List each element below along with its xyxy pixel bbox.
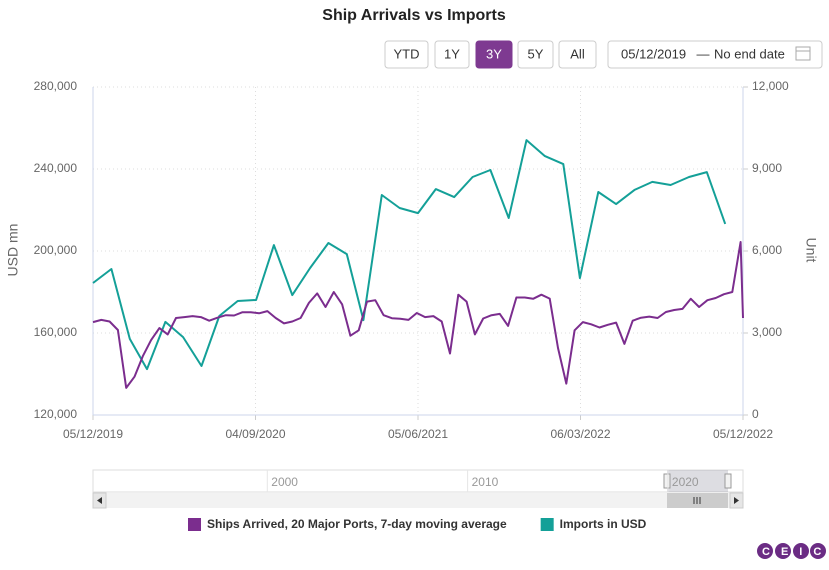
y2-tick-label: 0 <box>752 407 759 421</box>
scrollbar[interactable] <box>93 493 743 508</box>
navigator-label: 2010 <box>472 475 499 489</box>
x-tick-label: 04/09/2020 <box>225 427 285 441</box>
range-button[interactable] <box>384 40 429 69</box>
range-button-label[interactable]: 5Y <box>528 46 544 61</box>
navigator-label: 2000 <box>271 475 298 489</box>
y-axis-title: USD mn <box>5 224 21 277</box>
legend-swatch[interactable] <box>188 518 201 531</box>
y2-tick-label: 6,000 <box>752 243 782 257</box>
range-button[interactable] <box>475 40 513 69</box>
navigator-label: 2020 <box>672 475 699 489</box>
calendar-icon[interactable] <box>795 46 811 61</box>
range-button[interactable] <box>517 40 554 69</box>
navigator-handle[interactable] <box>724 473 732 489</box>
range-button[interactable] <box>558 40 597 69</box>
range-button-label[interactable]: 3Y <box>486 46 502 61</box>
navigator[interactable] <box>92 469 744 493</box>
range-button-label[interactable]: 1Y <box>444 46 460 61</box>
y2-axis-title: Unit <box>803 238 819 263</box>
range-button-label[interactable]: YTD <box>394 46 420 61</box>
navigator-handle[interactable] <box>663 473 671 489</box>
range-button[interactable] <box>434 40 470 69</box>
navigator-selection[interactable] <box>667 470 728 492</box>
x-tick-label: 05/12/2022 <box>713 427 773 441</box>
y-tick-label: 280,000 <box>34 79 78 93</box>
arrow-right <box>734 497 739 504</box>
logo <box>757 543 826 559</box>
series-line <box>92 241 744 389</box>
date-separator: — <box>697 46 710 61</box>
y-tick-label: 200,000 <box>34 243 78 257</box>
range-button-label[interactable]: All <box>570 46 585 61</box>
date-to[interactable]: No end date <box>714 46 785 61</box>
date-from[interactable]: 05/12/2019 <box>621 46 686 61</box>
y2-tick-label: 9,000 <box>752 161 782 175</box>
logo-text: CEIC <box>762 546 829 558</box>
chart-title: Ship Arrivals vs Imports <box>322 7 506 24</box>
legend-swatch[interactable] <box>540 518 554 531</box>
y-tick-label: 120,000 <box>34 407 78 421</box>
x-tick-label: 05/06/2021 <box>388 427 448 441</box>
x-tick-label: 06/03/2022 <box>550 427 610 441</box>
legend-label[interactable]: Imports in USD <box>560 517 647 531</box>
thumb-grip <box>693 497 701 504</box>
y-tick-label: 160,000 <box>34 325 78 339</box>
x-tick-label: 05/12/2019 <box>63 427 123 441</box>
y-tick-label: 240,000 <box>34 161 78 175</box>
y2-tick-label: 12,000 <box>752 79 789 93</box>
date-range-box[interactable] <box>607 40 823 69</box>
series-line <box>92 139 727 371</box>
legend-label[interactable]: Ships Arrived, 20 Major Ports, 7-day mov… <box>207 517 507 531</box>
y2-tick-label: 3,000 <box>752 325 782 339</box>
arrow-left <box>97 497 102 504</box>
